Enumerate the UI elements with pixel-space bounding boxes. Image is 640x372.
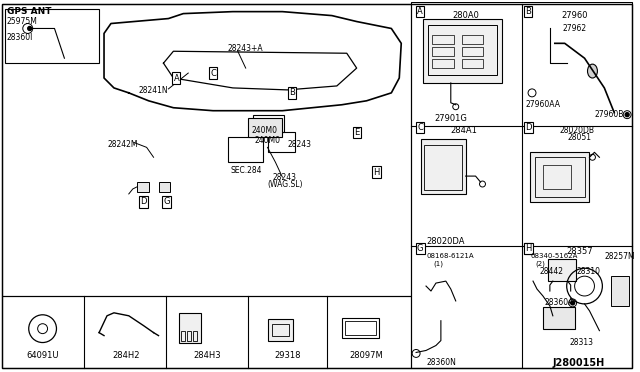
Text: B: B xyxy=(525,7,531,16)
Circle shape xyxy=(625,113,629,117)
Text: 64091U: 64091U xyxy=(26,351,59,360)
Text: B: B xyxy=(289,89,295,97)
Text: G: G xyxy=(163,198,170,206)
Text: 28241N: 28241N xyxy=(139,86,168,95)
Bar xyxy=(424,145,461,190)
Text: 27901G: 27901G xyxy=(435,114,467,123)
Text: 28020DA: 28020DA xyxy=(427,237,465,246)
Text: 28243: 28243 xyxy=(287,140,311,149)
Text: C: C xyxy=(210,68,216,77)
Text: E: E xyxy=(525,244,531,253)
Bar xyxy=(432,59,454,68)
Bar xyxy=(2,4,411,296)
Text: 27960B: 27960B xyxy=(595,110,624,119)
Text: 284H3: 284H3 xyxy=(193,351,221,360)
Text: (WAG.SL): (WAG.SL) xyxy=(268,180,303,189)
Text: (1): (1) xyxy=(433,260,443,266)
Bar xyxy=(342,318,380,337)
Text: E: E xyxy=(354,128,359,137)
Bar xyxy=(228,137,262,162)
Text: 28357: 28357 xyxy=(566,247,593,256)
Bar xyxy=(179,313,201,343)
Bar xyxy=(181,331,185,340)
Text: D: D xyxy=(140,198,147,206)
Bar xyxy=(535,157,584,197)
Bar xyxy=(159,182,170,192)
Bar xyxy=(432,35,454,44)
Bar xyxy=(411,2,632,368)
Bar xyxy=(137,182,148,192)
Text: 28243+A: 28243+A xyxy=(228,44,264,53)
Bar xyxy=(543,307,575,329)
Text: 28243: 28243 xyxy=(273,173,296,182)
Text: 28360N: 28360N xyxy=(426,358,456,367)
Text: 284A1: 284A1 xyxy=(451,126,477,135)
Text: 28310: 28310 xyxy=(577,267,600,276)
Text: 28257M: 28257M xyxy=(604,252,635,261)
Text: H: H xyxy=(525,244,531,253)
Bar xyxy=(611,276,629,306)
Text: 28360A: 28360A xyxy=(545,298,574,307)
Text: 08168-6121A: 08168-6121A xyxy=(426,253,474,259)
Bar xyxy=(530,152,589,202)
Circle shape xyxy=(28,26,32,31)
Text: 27960: 27960 xyxy=(561,11,588,20)
Text: A: A xyxy=(417,7,423,16)
Bar xyxy=(269,319,293,340)
Text: 28313: 28313 xyxy=(570,338,594,347)
Text: 240M0: 240M0 xyxy=(252,126,278,135)
Ellipse shape xyxy=(588,64,597,78)
Text: 28442: 28442 xyxy=(540,267,564,276)
Bar xyxy=(461,59,483,68)
Bar xyxy=(428,26,497,75)
Text: H: H xyxy=(373,168,380,177)
Text: J280015H: J280015H xyxy=(552,358,604,368)
Text: C: C xyxy=(417,123,423,132)
Text: 29318: 29318 xyxy=(274,351,301,360)
Bar xyxy=(432,47,454,56)
Text: 28051: 28051 xyxy=(568,133,592,142)
Bar xyxy=(345,321,376,334)
Text: 28097M: 28097M xyxy=(349,351,383,360)
Text: A: A xyxy=(173,74,179,83)
Circle shape xyxy=(571,301,575,305)
Text: 08340-5162A: 08340-5162A xyxy=(530,253,577,259)
Bar xyxy=(5,9,99,63)
Bar xyxy=(248,118,282,137)
Bar xyxy=(2,296,411,368)
Bar xyxy=(268,132,295,152)
Text: 27962: 27962 xyxy=(563,24,587,33)
Text: GPS ANT: GPS ANT xyxy=(7,7,51,16)
Text: 27960AA: 27960AA xyxy=(525,100,560,109)
Bar xyxy=(193,331,197,340)
Bar xyxy=(423,19,502,83)
Bar xyxy=(273,324,289,336)
Text: (2): (2) xyxy=(535,260,545,266)
Text: 28242M: 28242M xyxy=(107,140,138,149)
Text: G: G xyxy=(417,244,423,253)
Bar xyxy=(253,115,284,132)
Bar xyxy=(543,165,571,189)
Text: SEC.284: SEC.284 xyxy=(231,166,262,174)
Bar xyxy=(548,259,575,281)
Text: 25975M: 25975M xyxy=(7,17,38,26)
Text: 28020DB: 28020DB xyxy=(560,126,595,135)
Bar xyxy=(461,35,483,44)
Bar xyxy=(188,331,191,340)
Bar xyxy=(461,47,483,56)
Bar xyxy=(421,140,466,194)
Text: 28360I: 28360I xyxy=(7,33,33,42)
Text: D: D xyxy=(525,123,531,132)
Text: 284H2: 284H2 xyxy=(112,351,140,360)
Text: 280A0: 280A0 xyxy=(452,11,479,20)
Text: 240M0: 240M0 xyxy=(255,136,280,145)
